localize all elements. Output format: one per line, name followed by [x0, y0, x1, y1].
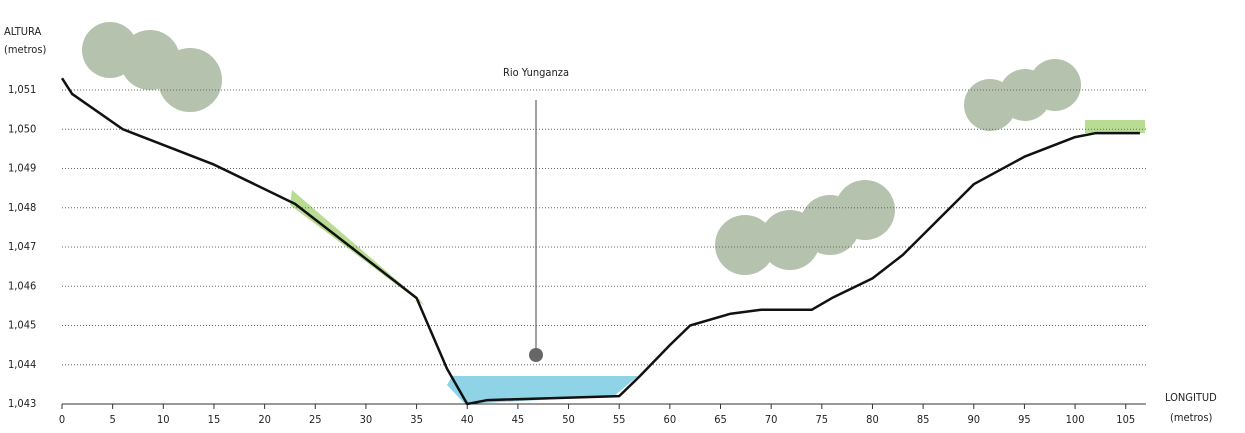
- grass: [290, 120, 1145, 306]
- x-tick-label: 45: [512, 413, 525, 426]
- trees: [82, 22, 1081, 275]
- x-tick-label: 80: [866, 413, 879, 426]
- y-tick-label: 1,047: [8, 240, 36, 253]
- y-tick-label: 1,045: [8, 319, 36, 332]
- x-label: (metros): [1170, 411, 1213, 424]
- x-tick-label: 100: [1066, 413, 1085, 426]
- y-label: (metros): [4, 43, 47, 56]
- x-tick-label: 20: [258, 413, 271, 426]
- x-tick-label: 35: [410, 413, 423, 426]
- x-label: LONGITUD: [1165, 391, 1217, 404]
- y-tick-label: 1,044: [8, 358, 36, 371]
- annotation-dot: [529, 348, 543, 362]
- y-tick-label: 1,050: [8, 122, 36, 135]
- x-tick-label: 70: [765, 413, 778, 426]
- x-tick-label: 25: [309, 413, 322, 426]
- x-tick-label: 75: [816, 413, 829, 426]
- x-tick-label: 65: [714, 413, 727, 426]
- annotation: Rio Yunganza: [503, 66, 569, 79]
- x-tick-label: 15: [208, 413, 221, 426]
- water: [447, 376, 638, 404]
- x-tick-label: 10: [157, 413, 170, 426]
- y-tick-label: 1,048: [8, 201, 36, 214]
- x-tick-label: 90: [967, 413, 980, 426]
- x-tick-label: 85: [917, 413, 930, 426]
- x-tick-label: 50: [562, 413, 575, 426]
- terrain-line: [60, 77, 1140, 406]
- y-tick-label: 1,049: [8, 162, 36, 175]
- y-tick-label: 1,043: [8, 397, 36, 410]
- y-tick-label: 1,051: [8, 83, 36, 96]
- x-tick-label: 5: [110, 413, 116, 426]
- x-tick-label: 60: [664, 413, 677, 426]
- x-tick-label: 105: [1116, 413, 1135, 426]
- x-tick-label: 55: [613, 413, 626, 426]
- y-tick-label: 1,046: [8, 279, 36, 292]
- y-label: ALTURA: [4, 25, 41, 38]
- x-tick-label: 95: [1018, 413, 1031, 426]
- x-tick-label: 0: [59, 413, 65, 426]
- x-tick-label: 30: [360, 413, 373, 426]
- x-tick-label: 40: [461, 413, 474, 426]
